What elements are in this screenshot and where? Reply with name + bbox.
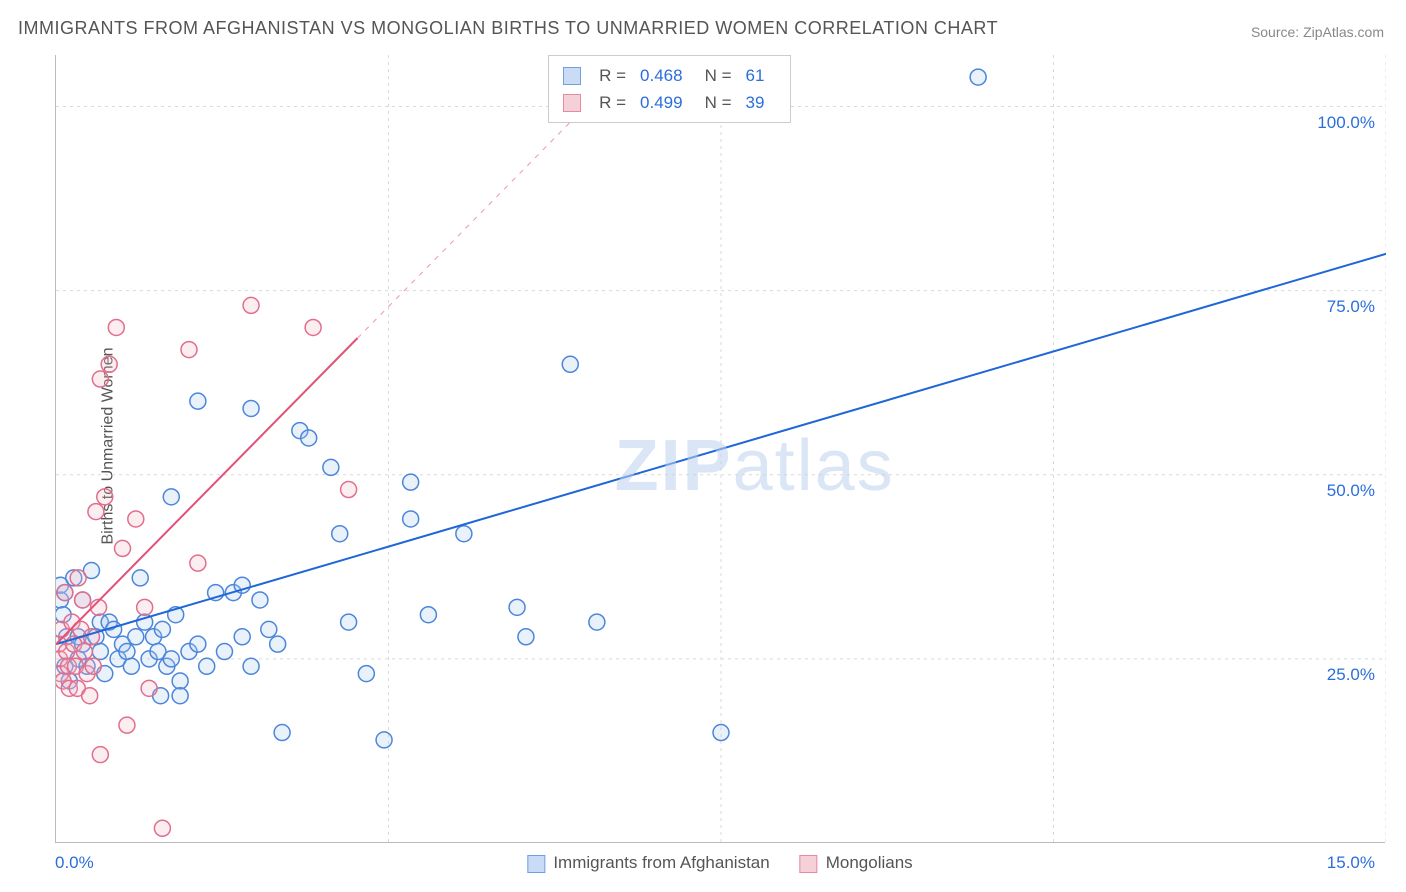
legend-correlation-row: R =0.468N =61	[563, 62, 776, 89]
legend-correlation-box: R =0.468N =61R =0.499N =39	[548, 55, 791, 123]
legend-series-item: Immigrants from Afghanistan	[527, 853, 769, 873]
legend-series-item: Mongolians	[800, 853, 913, 873]
legend-swatch-icon	[527, 855, 545, 873]
x-axis-row: 0.0% Immigrants from Afghanistan Mongolia…	[55, 853, 1385, 883]
x-tick-max: 15.0%	[1327, 853, 1375, 873]
source-prefix: Source:	[1251, 24, 1303, 40]
legend-correlation-row: R =0.499N =39	[563, 89, 776, 116]
scatter-plot-svg	[56, 55, 1386, 843]
plot-area: ZIPatlas R =0.468N =61R =0.499N =39 25.0…	[55, 55, 1385, 843]
y-tick-label: 50.0%	[1327, 481, 1375, 501]
legend-swatch-icon	[563, 67, 581, 85]
source-attribution: Source: ZipAtlas.com	[1251, 24, 1384, 40]
y-tick-label: 75.0%	[1327, 297, 1375, 317]
y-tick-label: 100.0%	[1317, 113, 1375, 133]
chart-container: IMMIGRANTS FROM AFGHANISTAN VS MONGOLIAN…	[0, 0, 1406, 892]
x-tick-min: 0.0%	[55, 853, 94, 873]
chart-title: IMMIGRANTS FROM AFGHANISTAN VS MONGOLIAN…	[18, 18, 998, 39]
legend-swatch-icon	[800, 855, 818, 873]
legend-swatch-icon	[563, 94, 581, 112]
legend-series: Immigrants from Afghanistan Mongolians	[527, 853, 912, 873]
source-link[interactable]: ZipAtlas.com	[1303, 24, 1384, 40]
y-tick-label: 25.0%	[1327, 665, 1375, 685]
